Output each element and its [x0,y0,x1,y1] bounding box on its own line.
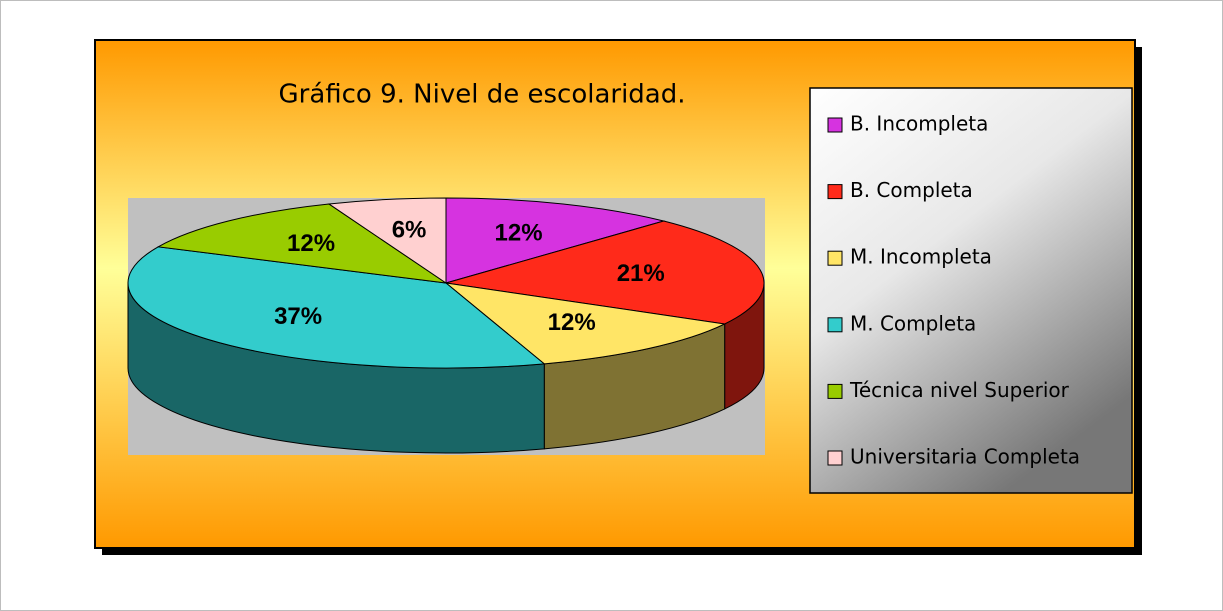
data-label: 12% [287,230,335,257]
slice [156,203,447,284]
slice [445,220,765,325]
legend-label: B. Completa [850,178,973,202]
chart-title: Gráfico 9. Nivel de escolaridad. [278,80,685,110]
legend-swatch [827,117,843,133]
legend-swatch [827,317,843,333]
data-label: 12% [495,219,543,246]
legend-swatch [827,383,843,399]
side-shade [127,283,545,454]
slice [127,246,546,369]
side-shade [724,283,764,409]
legend-label: B. Incompleta [850,112,988,136]
legend-swatch [827,250,843,266]
data-label: 37% [274,303,322,330]
legend-label: Universitaria Completa [850,445,1080,469]
data-label: 6% [392,217,427,244]
legend [809,87,1133,494]
legend-label: M. Completa [850,311,976,335]
slice [445,197,666,284]
legend-swatch [827,184,843,200]
legend-label: M. Incompleta [850,245,992,269]
legend-label: Técnica nivel Superior [849,378,1070,402]
data-label: 21% [617,260,665,287]
slice [444,282,727,365]
side-shade [544,323,725,449]
slice [327,197,447,284]
data-label: 12% [548,309,596,336]
legend-swatch [827,450,843,466]
